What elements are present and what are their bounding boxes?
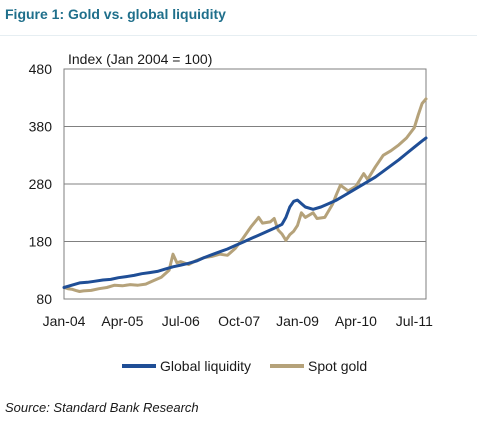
x-tick-label: Jan-09: [276, 313, 319, 329]
legend-label-global-liquidity: Global liquidity: [160, 358, 251, 374]
x-tick-label: Oct-07: [218, 313, 260, 329]
chart-panel: 80 180 280 380 480 Jan-04 Apr-05 Jul-06 Oct-07 J…: [0, 35, 477, 389]
source-note: Source: Standard Bank Research: [5, 400, 199, 415]
x-tick-label: Jul-11: [396, 313, 433, 329]
y-tick-label: 380: [29, 119, 53, 135]
line-chart: 80 180 280 380 480 Jan-04 Apr-05 Jul-06 Oct-07 J…: [29, 51, 433, 374]
x-tick-label: Jan-04: [43, 313, 86, 329]
series-line-spot-gold: [62, 97, 428, 293]
y-tick-label: 280: [29, 176, 53, 192]
y-tick-label: 80: [36, 291, 52, 307]
y-tick-label: 480: [29, 61, 53, 77]
x-tick-label: Apr-10: [335, 313, 377, 329]
y-tick-label: 180: [29, 234, 53, 250]
y-axis-label: Index (Jan 2004 = 100): [68, 51, 212, 67]
x-tick-label: Jul-06: [162, 313, 200, 329]
legend-label-spot-gold: Spot gold: [308, 358, 367, 374]
legend: Global liquidity Spot gold: [122, 358, 367, 374]
series-line-global-liquidity: [62, 136, 428, 289]
figure-title: Figure 1: Gold vs. global liquidity: [5, 6, 226, 22]
x-tick-label: Apr-05: [101, 313, 143, 329]
